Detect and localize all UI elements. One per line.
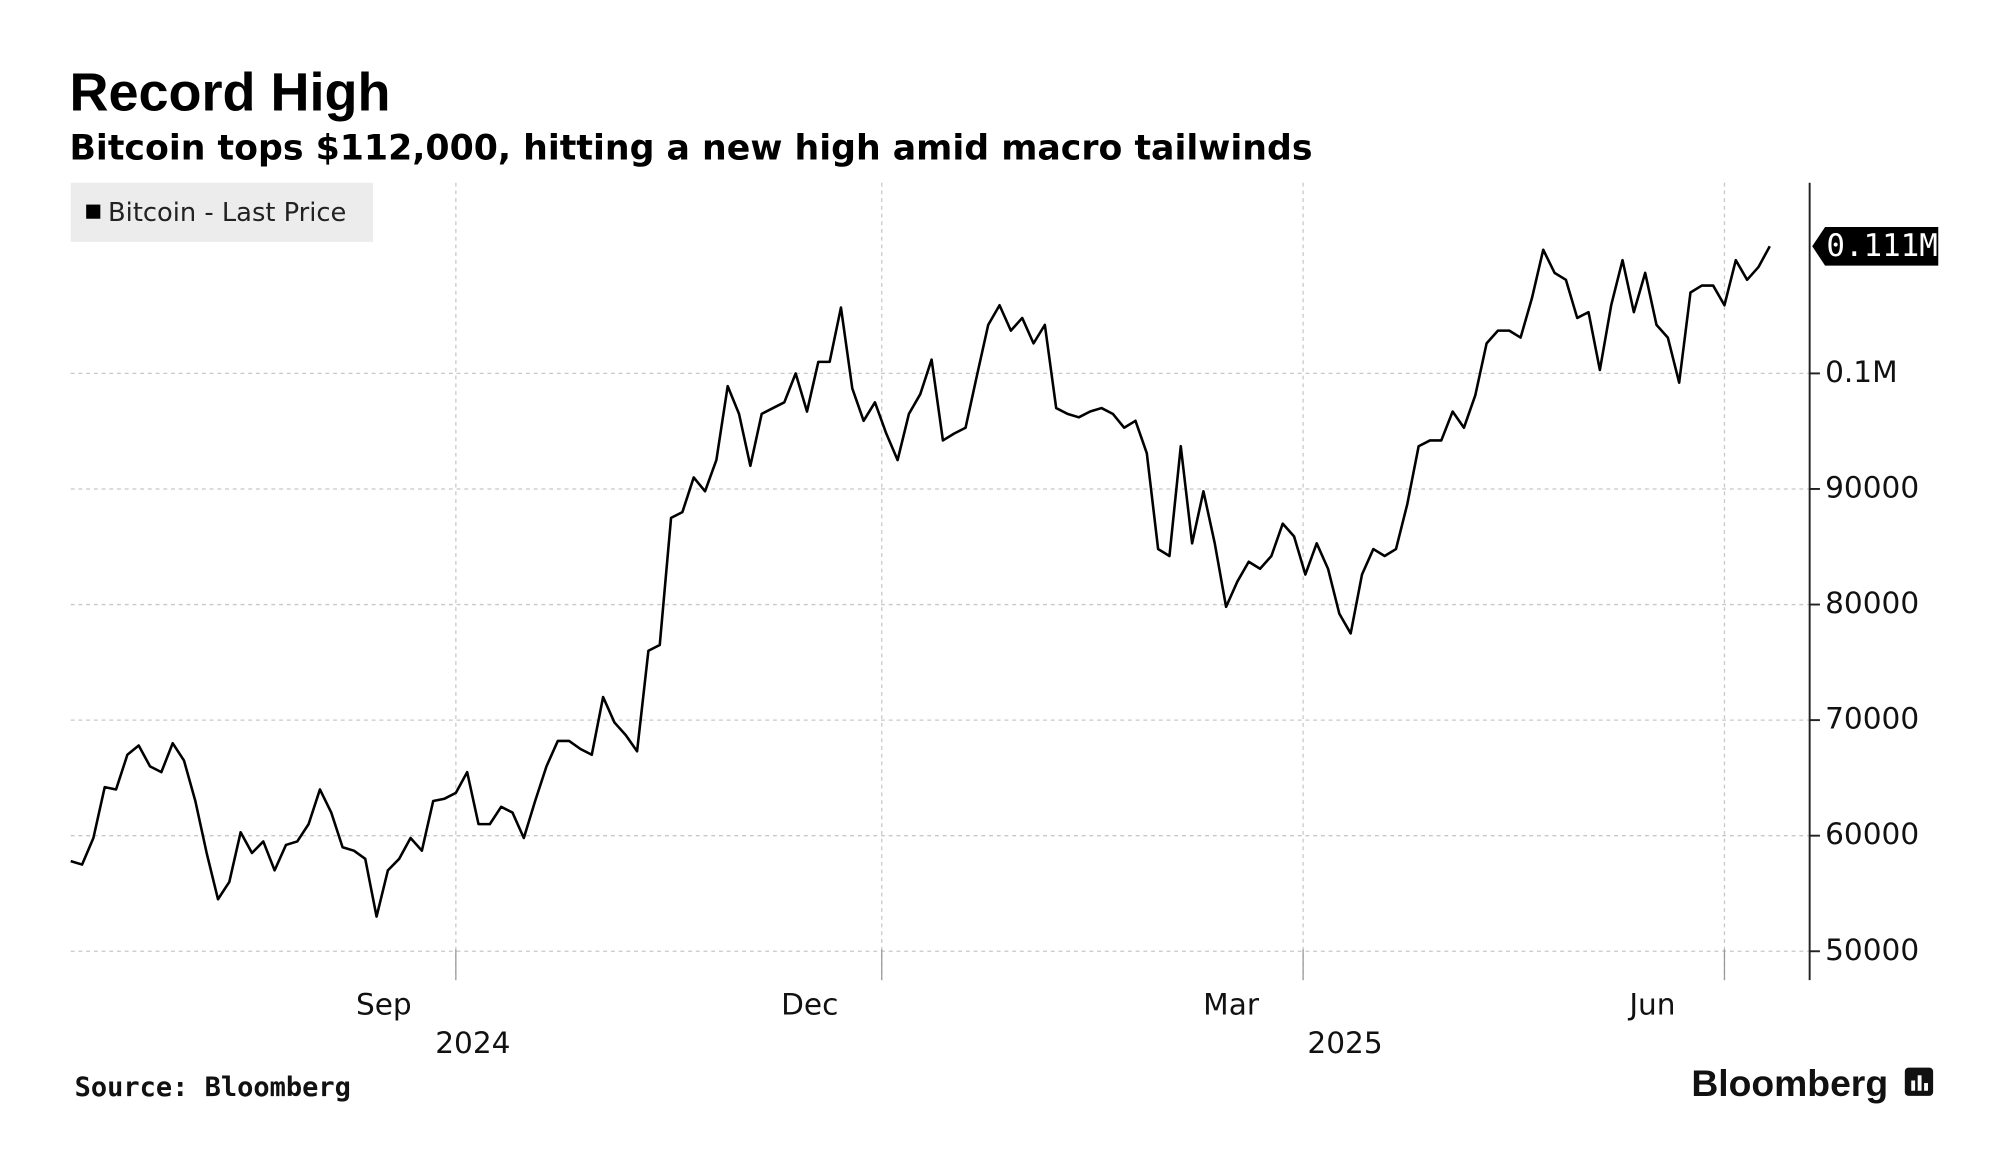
x-tick-label: Mar xyxy=(1203,987,1260,1021)
brand-icon-bar xyxy=(1924,1083,1928,1091)
brand-icon-bar xyxy=(1917,1075,1922,1091)
last-value-label: 0.111M xyxy=(1826,228,1937,264)
y-tick-label: 50000 xyxy=(1825,933,1919,967)
x-tick-label: Sep xyxy=(356,987,412,1021)
chart-title: Record High xyxy=(69,63,390,123)
year-label: 2025 xyxy=(1307,1026,1382,1060)
x-tick-label: Dec xyxy=(781,987,838,1021)
legend-swatch xyxy=(86,204,101,219)
y-tick-label: 70000 xyxy=(1825,702,1919,736)
y-tick-label: 60000 xyxy=(1825,817,1919,851)
chart-subtitle: Bitcoin tops $112,000, hitting a new hig… xyxy=(69,129,1312,169)
brand-icon xyxy=(1904,1067,1934,1096)
price-line xyxy=(70,245,1771,918)
y-tick-label: 80000 xyxy=(1825,586,1919,620)
last-value-box xyxy=(1812,226,1939,266)
legend-label: Bitcoin - Last Price xyxy=(108,198,346,228)
year-label: 2024 xyxy=(435,1026,510,1060)
brand-icon-bar xyxy=(1911,1080,1916,1091)
y-tick-label: 90000 xyxy=(1825,470,1919,504)
y-tick-label: 0.1M xyxy=(1825,355,1898,389)
legend-box xyxy=(70,182,373,242)
legend: Bitcoin - Last Price xyxy=(70,182,373,242)
x-tick-label: Jun xyxy=(1627,987,1675,1021)
grid xyxy=(70,182,1810,981)
source: Source: Bloomberg xyxy=(75,1072,351,1103)
brand: Bloomberg xyxy=(1691,1062,1888,1104)
